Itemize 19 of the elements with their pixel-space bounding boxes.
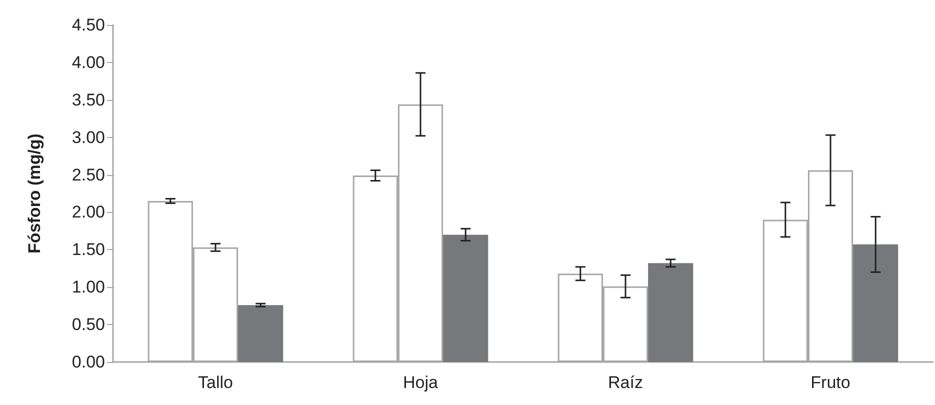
x-tick-label: Fruto	[810, 373, 850, 392]
y-tick-label: 1.00	[72, 278, 105, 297]
bar	[853, 244, 898, 362]
y-tick-label: 4.00	[72, 52, 105, 72]
y-tick-label: 0.00	[72, 352, 105, 372]
y-axis-title: Fósforo (mg/g)	[25, 134, 44, 254]
bar	[443, 234, 488, 362]
y-tick-label: 3.00	[72, 128, 105, 147]
bar	[238, 305, 284, 362]
x-tick-label: Raíz	[608, 373, 643, 392]
y-tick-label: 2.00	[72, 202, 105, 222]
y-tick-label: 3.50	[72, 90, 105, 110]
y-tick-label: 1.50	[72, 240, 105, 260]
x-tick-label: Hoja	[403, 373, 439, 392]
x-tick-label: Tallo	[198, 373, 233, 392]
y-tick-label: 2.50	[72, 165, 105, 184]
y-tick-label: 0.50	[72, 315, 105, 334]
y-tick-label: 4.50	[72, 16, 105, 34]
bar	[648, 263, 694, 362]
